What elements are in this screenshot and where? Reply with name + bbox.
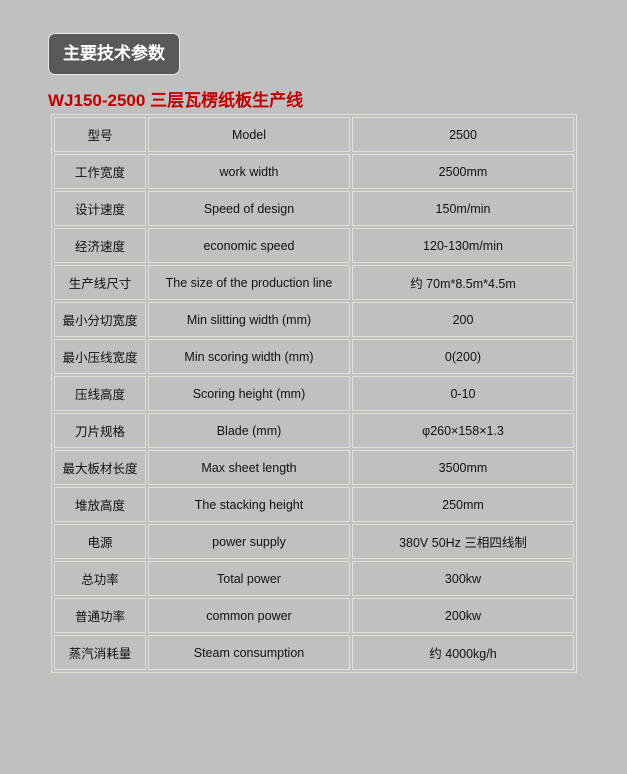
cell-label-en: Min scoring width (mm): [148, 339, 350, 374]
table-row: 刀片规格 Blade (mm) φ260×158×1.3: [54, 413, 574, 448]
cell-value: 3500mm: [352, 450, 574, 485]
cell-label-en: The size of the production line: [148, 265, 350, 300]
cell-label-en: Min slitting width (mm): [148, 302, 350, 337]
cell-label-cn: 压线高度: [54, 376, 146, 411]
cell-label-en: Total power: [148, 561, 350, 596]
cell-value: 250mm: [352, 487, 574, 522]
cell-label-cn: 刀片规格: [54, 413, 146, 448]
cell-value: 200kw: [352, 598, 574, 633]
cell-value: 2500mm: [352, 154, 574, 189]
table-row: 总功率 Total power 300kw: [54, 561, 574, 596]
cell-label-cn: 型号: [54, 117, 146, 152]
table-row: 经济速度 economic speed 120-130m/min: [54, 228, 574, 263]
table-row: 生产线尺寸 The size of the production line 约 70…: [54, 265, 574, 300]
table-row: 设计速度 Speed of design 150m/min: [54, 191, 574, 226]
cell-label-en: Speed of design: [148, 191, 350, 226]
cell-label-cn: 堆放高度: [54, 487, 146, 522]
cell-value: 约 4000kg/h: [352, 635, 574, 670]
cell-label-en: Steam consumption: [148, 635, 350, 670]
cell-label-cn: 蒸汽消耗量: [54, 635, 146, 670]
cell-label-en: The stacking height: [148, 487, 350, 522]
cell-label-cn: 经济速度: [54, 228, 146, 263]
cell-value: 0(200): [352, 339, 574, 374]
cell-value: 2500: [352, 117, 574, 152]
table-row: 最小分切宽度 Min slitting width (mm) 200: [54, 302, 574, 337]
cell-label-en: Scoring height (mm): [148, 376, 350, 411]
cell-label-cn: 电源: [54, 524, 146, 559]
cell-value: 0-10: [352, 376, 574, 411]
table-row: 压线高度 Scoring height (mm) 0-10: [54, 376, 574, 411]
cell-value: 150m/min: [352, 191, 574, 226]
cell-value: 约 70m*8.5m*4.5m: [352, 265, 574, 300]
cell-label-cn: 最大板材长度: [54, 450, 146, 485]
cell-label-cn: 最小分切宽度: [54, 302, 146, 337]
cell-label-cn: 最小压线宽度: [54, 339, 146, 374]
cell-value: φ260×158×1.3: [352, 413, 574, 448]
table-row: 蒸汽消耗量 Steam consumption 约 4000kg/h: [54, 635, 574, 670]
table-row: 堆放高度 The stacking height 250mm: [54, 487, 574, 522]
cell-label-en: common power: [148, 598, 350, 633]
cell-label-en: Max sheet length: [148, 450, 350, 485]
cell-label-en: Model: [148, 117, 350, 152]
cell-value: 300kw: [352, 561, 574, 596]
table-row: 最大板材长度 Max sheet length 3500mm: [54, 450, 574, 485]
section-heading: 主要技术参数: [48, 33, 180, 75]
spec-table: 型号 Model 2500 工作宽度 work width 2500mm 设计速度 Speed…: [51, 114, 577, 673]
cell-label-en: work width: [148, 154, 350, 189]
cell-label-cn: 总功率: [54, 561, 146, 596]
cell-value: 380V 50Hz 三相四线制: [352, 524, 574, 559]
cell-label-cn: 设计速度: [54, 191, 146, 226]
cell-label-cn: 生产线尺寸: [54, 265, 146, 300]
cell-label-cn: 工作宽度: [54, 154, 146, 189]
cell-label-en: Blade (mm): [148, 413, 350, 448]
cell-label-cn: 普通功率: [54, 598, 146, 633]
cell-label-en: economic speed: [148, 228, 350, 263]
cell-value: 200: [352, 302, 574, 337]
cell-value: 120-130m/min: [352, 228, 574, 263]
table-row: 最小压线宽度 Min scoring width (mm) 0(200): [54, 339, 574, 374]
page-title: WJ150-2500 三层瓦楞纸板生产线: [48, 91, 304, 110]
table-row: 电源 power supply 380V 50Hz 三相四线制: [54, 524, 574, 559]
table-row: 工作宽度 work width 2500mm: [54, 154, 574, 189]
table-row: 型号 Model 2500: [54, 117, 574, 152]
table-row: 普通功率 common power 200kw: [54, 598, 574, 633]
cell-label-en: power supply: [148, 524, 350, 559]
